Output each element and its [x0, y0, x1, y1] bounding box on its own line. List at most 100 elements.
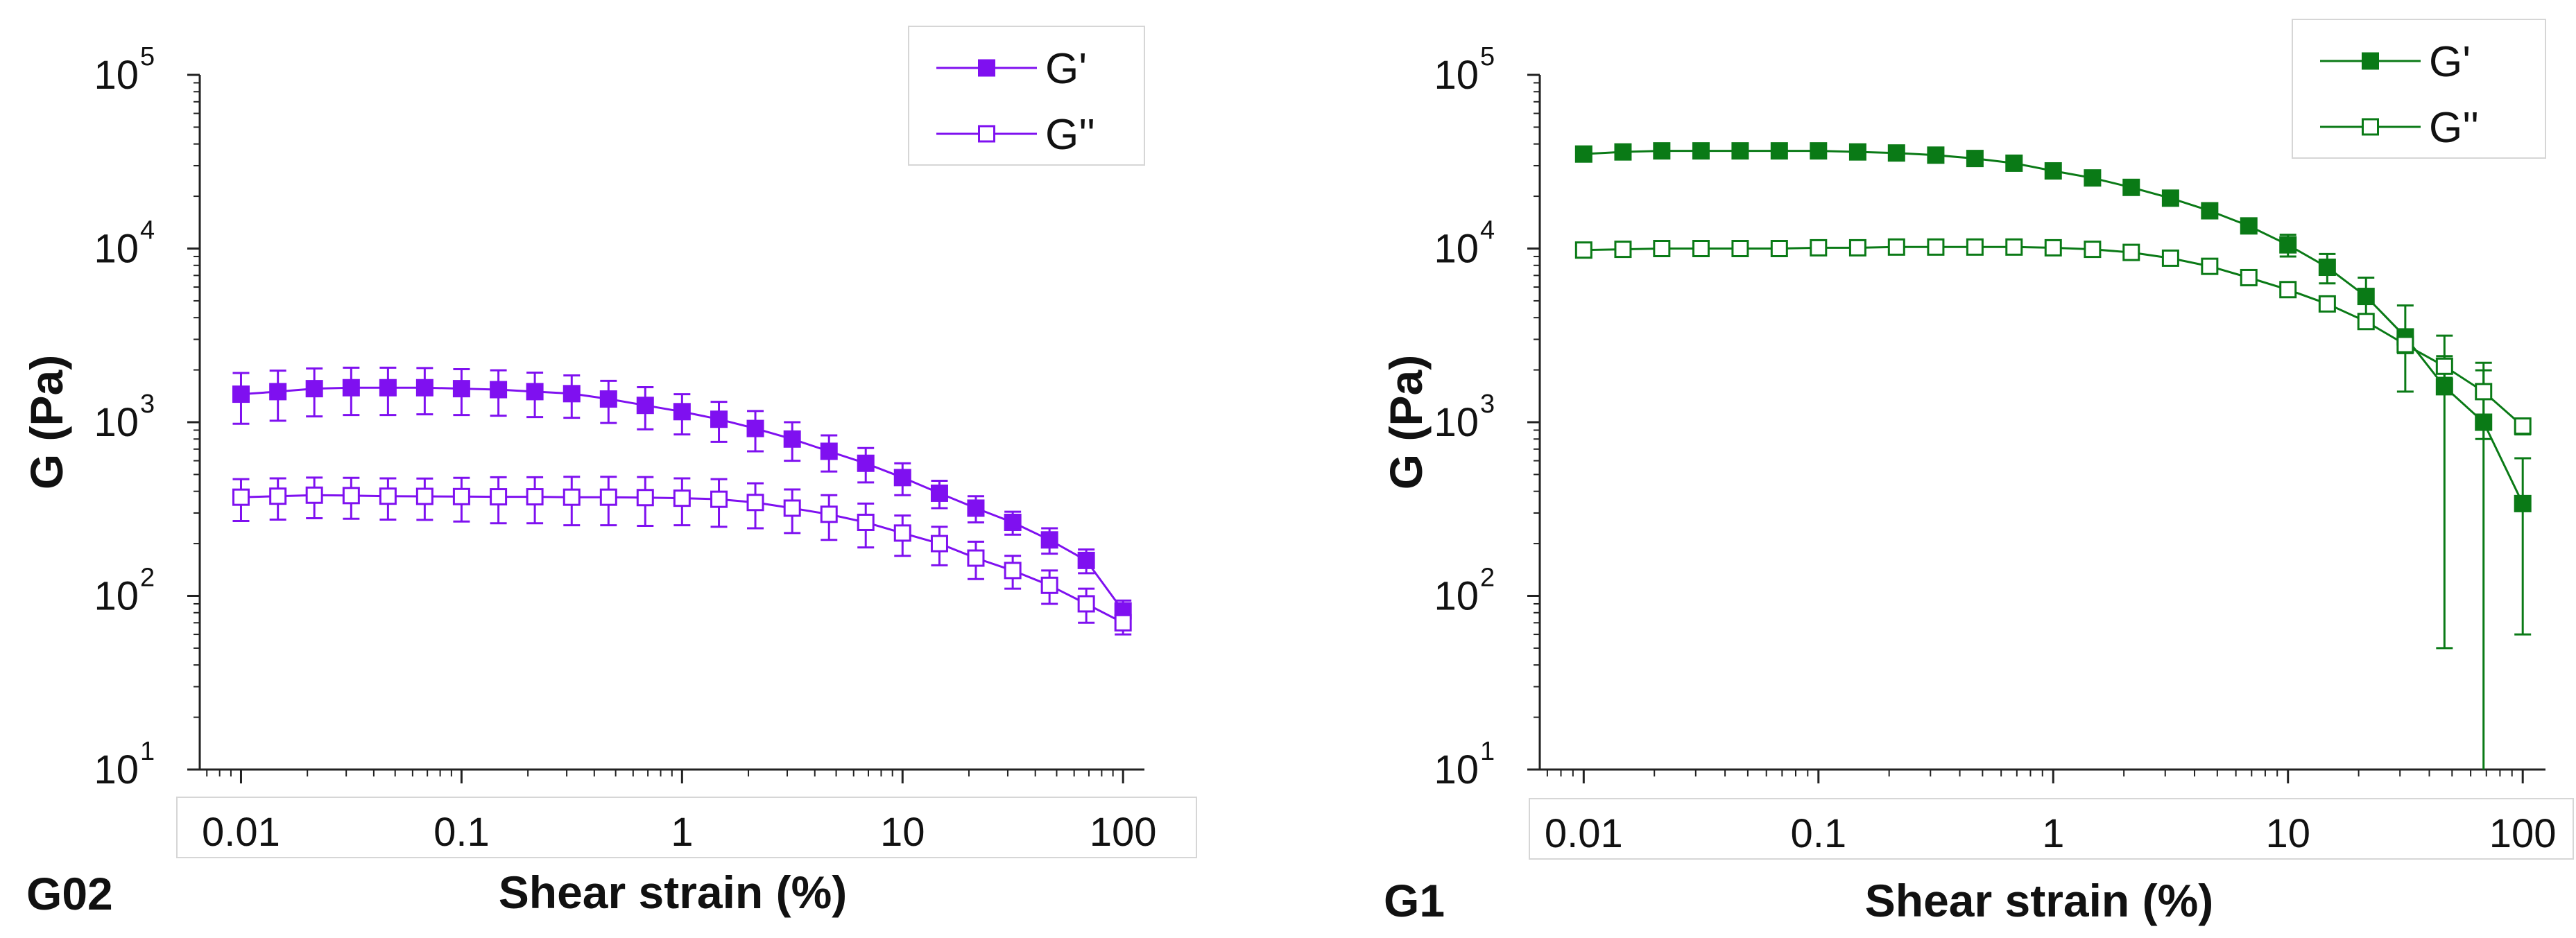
data-point — [2044, 238, 2062, 257]
x-tick-label-frame — [176, 797, 1197, 858]
x-axis-title: Shear strain (%) — [499, 867, 847, 918]
data-point — [710, 490, 728, 508]
data-point — [746, 419, 764, 437]
series-g-double-prime — [232, 476, 1132, 636]
data-point — [490, 488, 508, 506]
data-point — [1848, 238, 1866, 257]
x-tick-label: 1 — [671, 810, 693, 855]
data-point — [1927, 146, 1945, 164]
data-point — [1077, 551, 1095, 569]
data-point — [415, 487, 433, 505]
y-tick-label: 10 — [1434, 574, 1479, 619]
data-point — [2435, 378, 2453, 396]
data-point — [1040, 576, 1058, 594]
data-point — [2279, 236, 2297, 254]
y-tick-exponent: 5 — [140, 42, 155, 71]
y-tick-label: 10 — [94, 747, 139, 792]
y-tick-label: 10 — [94, 53, 139, 98]
data-point — [379, 379, 397, 397]
data-point — [599, 488, 617, 506]
y-tick-label: 10 — [94, 574, 139, 619]
y-tick-exponent: 4 — [1480, 216, 1495, 245]
y-tick-label: 10 — [94, 400, 139, 445]
legend: G' G'' — [2292, 19, 2546, 159]
x-tick-label: 10 — [2265, 811, 2310, 856]
data-point — [857, 454, 875, 472]
y-axis-title: G (Pa) — [21, 355, 72, 489]
legend-frame — [908, 26, 1145, 166]
data-point — [857, 513, 875, 531]
data-point — [2318, 259, 2336, 277]
y-tick-label: 10 — [1434, 227, 1479, 272]
data-point — [636, 397, 654, 415]
data-point — [2318, 295, 2336, 313]
x-tick-label: 10 — [880, 810, 925, 855]
data-point — [563, 385, 581, 403]
data-point — [783, 499, 801, 517]
data-point — [1731, 142, 1749, 160]
data-point — [930, 484, 948, 502]
y-tick-exponent: 3 — [1480, 390, 1495, 419]
data-point — [1887, 144, 1905, 162]
legend: G' G'' — [908, 26, 1145, 166]
legend-label: G'' — [2429, 104, 2479, 152]
data-point — [1887, 238, 1905, 256]
panel-label: G1 — [1384, 875, 1445, 926]
data-point — [893, 524, 911, 542]
data-point — [379, 487, 397, 505]
legend-label: G' — [2429, 38, 2471, 86]
x-tick-label: 0.1 — [1790, 811, 1846, 856]
y-tick-label: 10 — [94, 227, 139, 272]
data-point — [636, 489, 654, 507]
legend-marker — [978, 59, 995, 77]
data-point — [1692, 240, 1710, 257]
data-point — [2357, 288, 2375, 306]
data-point — [2005, 154, 2023, 172]
data-point — [2122, 243, 2140, 261]
data-point — [1574, 145, 1592, 163]
x-tick-label: 100 — [1090, 810, 1157, 855]
data-point — [342, 379, 360, 397]
legend-marker — [2362, 118, 2379, 136]
y-tick-exponent: 2 — [1480, 564, 1495, 593]
data-point — [2084, 169, 2102, 187]
data-point — [342, 487, 360, 505]
data-point — [305, 380, 323, 398]
data-point — [930, 535, 948, 553]
data-point — [269, 383, 287, 401]
data-point — [1004, 562, 1022, 580]
x-axis-title: Shear strain (%) — [1865, 875, 2213, 926]
data-point — [1731, 240, 1749, 257]
data-point — [1770, 142, 1788, 160]
series-g-double-prime — [1574, 238, 2532, 440]
data-point — [2240, 268, 2258, 286]
data-point — [1653, 142, 1671, 160]
data-point — [563, 488, 581, 506]
data-point — [1574, 241, 1592, 259]
x-tick-label: 0.01 — [202, 810, 280, 855]
data-point — [1004, 513, 1022, 531]
data-point — [967, 549, 985, 567]
y-tick-label: 10 — [1434, 400, 1479, 445]
panel-label: G02 — [26, 868, 113, 919]
data-point — [452, 487, 470, 505]
data-point — [2240, 217, 2258, 235]
data-point — [1770, 240, 1788, 257]
data-point — [2161, 249, 2179, 267]
data-point — [2201, 257, 2219, 275]
data-point — [1614, 143, 1632, 161]
data-point — [305, 486, 323, 504]
data-point — [673, 403, 691, 421]
y-tick-exponent: 5 — [1480, 42, 1495, 71]
data-point — [1848, 143, 1866, 161]
data-point — [820, 442, 838, 460]
data-point — [2122, 178, 2140, 196]
data-point — [232, 488, 250, 506]
data-point — [1810, 142, 1828, 160]
y-tick-label: 10 — [1434, 53, 1479, 98]
y-tick-exponent: 3 — [140, 390, 155, 419]
x-tick-label: 1 — [2042, 811, 2064, 856]
series-g-prime — [1574, 142, 2532, 770]
